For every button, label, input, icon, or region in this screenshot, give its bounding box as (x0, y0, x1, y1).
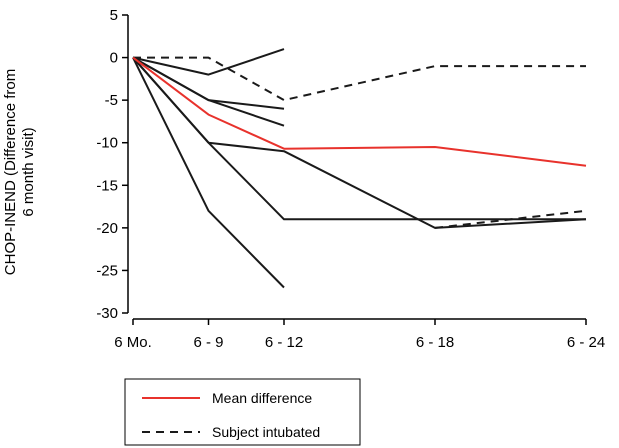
y-axis-title-line-2: 6 month visit) (20, 127, 37, 216)
y-tick-label: -25 (96, 262, 118, 279)
legend: Mean difference Subject intubated (124, 378, 361, 446)
series-line-intubated-7 (434, 209, 587, 229)
y-tick-label: -30 (96, 305, 118, 322)
x-tick-label: 6 - 9 (193, 334, 223, 351)
y-tick-label: 5 (110, 7, 118, 24)
legend-box (124, 378, 361, 446)
ticks-layer: 5 0 -5 -10 -15 -20 -25 -30 6 Mo. 6 - 9 6 - 12 6 - 1… (96, 7, 605, 351)
legend-mean-label: Mean difference (212, 390, 312, 406)
series-line-subject-0 (132, 48, 285, 76)
y-tick-label: -5 (105, 92, 118, 109)
y-tick-label: -10 (96, 135, 118, 152)
legend-subject-label: Subject intubated (212, 424, 320, 440)
x-tick-label: 6 - 24 (567, 334, 605, 351)
series-line-subject-5 (132, 57, 285, 289)
y-axis-title-line-1: CHOP-INEND (Difference from (2, 69, 19, 275)
y-tick-label: -20 (96, 220, 118, 237)
y-tick-label: -15 (96, 177, 118, 194)
series-line-subject-4 (132, 56, 586, 221)
x-tick-label: 6 - 12 (265, 334, 303, 351)
series-line-subject-2 (132, 56, 285, 127)
series-layer (132, 48, 587, 289)
series-line-intubated-6 (133, 56, 586, 102)
x-tick-label: 6 - 18 (416, 334, 454, 351)
y-tick-label: 0 (110, 50, 118, 67)
series-line-mean (132, 56, 587, 167)
axes-layer (127, 15, 586, 320)
x-tick-label: 6 Mo. (114, 334, 152, 351)
